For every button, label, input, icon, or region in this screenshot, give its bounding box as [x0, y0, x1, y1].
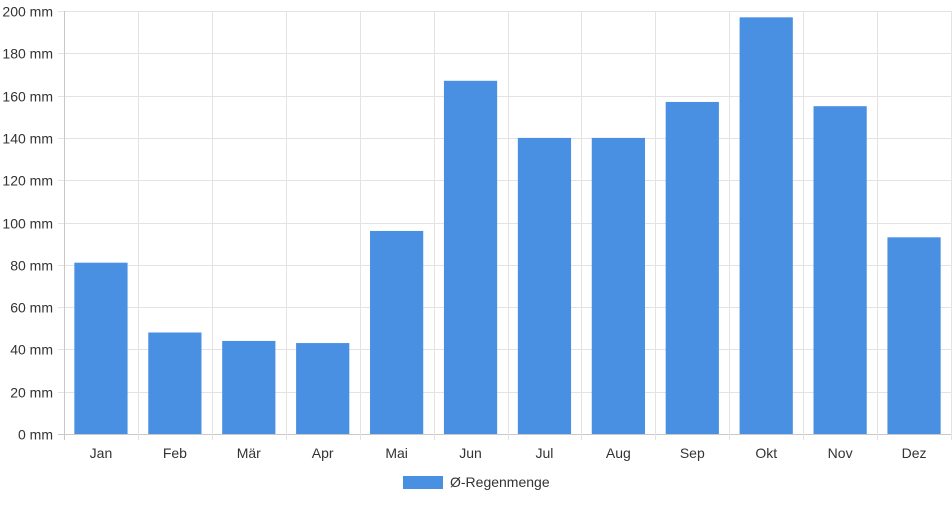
x-tick-label: Jan — [90, 445, 113, 461]
bar[interactable] — [74, 262, 128, 434]
bar[interactable] — [887, 237, 941, 434]
x-tick-label: Mai — [385, 445, 408, 461]
y-tick-label: 20 mm — [10, 385, 53, 401]
legend[interactable]: Ø-Regenmenge — [403, 474, 550, 490]
bar[interactable] — [370, 230, 424, 434]
x-tick-label: Nov — [828, 445, 853, 461]
legend-label: Ø-Regenmenge — [450, 474, 550, 490]
y-tick-label: 60 mm — [10, 300, 53, 316]
bars-layer — [74, 17, 941, 435]
bar[interactable] — [148, 332, 202, 434]
y-tick-label: 160 mm — [2, 89, 53, 105]
x-tick-label: Aug — [606, 445, 631, 461]
y-tick-label: 140 mm — [2, 131, 53, 147]
x-tick-label: Dez — [902, 445, 927, 461]
y-axis: 0 mm 20 mm 40 mm 60 mm 80 mm 100 mm 120 mm 140 … — [2, 4, 53, 443]
x-tick-label: Jul — [536, 445, 554, 461]
x-tick-label: Feb — [163, 445, 187, 461]
bar[interactable] — [443, 80, 498, 435]
y-tick-label: 120 mm — [2, 173, 53, 189]
bar[interactable] — [222, 340, 276, 434]
y-tick-label: 0 mm — [18, 427, 53, 443]
x-tick-label: Okt — [755, 445, 777, 461]
x-axis: Jan Feb Mär Apr Mai Jun Jul Aug Sep Okt Nov Dez — [90, 445, 927, 461]
y-tick-label: 180 mm — [2, 46, 53, 62]
x-tick-label: Mär — [237, 445, 261, 461]
y-tick-label: 80 mm — [10, 258, 53, 274]
x-tick-label: Apr — [312, 445, 334, 461]
grid-layer — [58, 11, 952, 440]
x-tick-label: Sep — [680, 445, 705, 461]
legend-swatch — [403, 476, 443, 489]
bar[interactable] — [296, 343, 350, 434]
bar[interactable] — [517, 137, 572, 434]
x-tick-label: Jun — [459, 445, 482, 461]
y-tick-label: 100 mm — [2, 216, 53, 232]
bar[interactable] — [739, 17, 793, 434]
bar[interactable] — [591, 137, 645, 434]
y-tick-label: 200 mm — [2, 4, 53, 20]
bar[interactable] — [813, 106, 867, 435]
bar[interactable] — [665, 101, 719, 434]
y-tick-label: 40 mm — [10, 342, 53, 358]
